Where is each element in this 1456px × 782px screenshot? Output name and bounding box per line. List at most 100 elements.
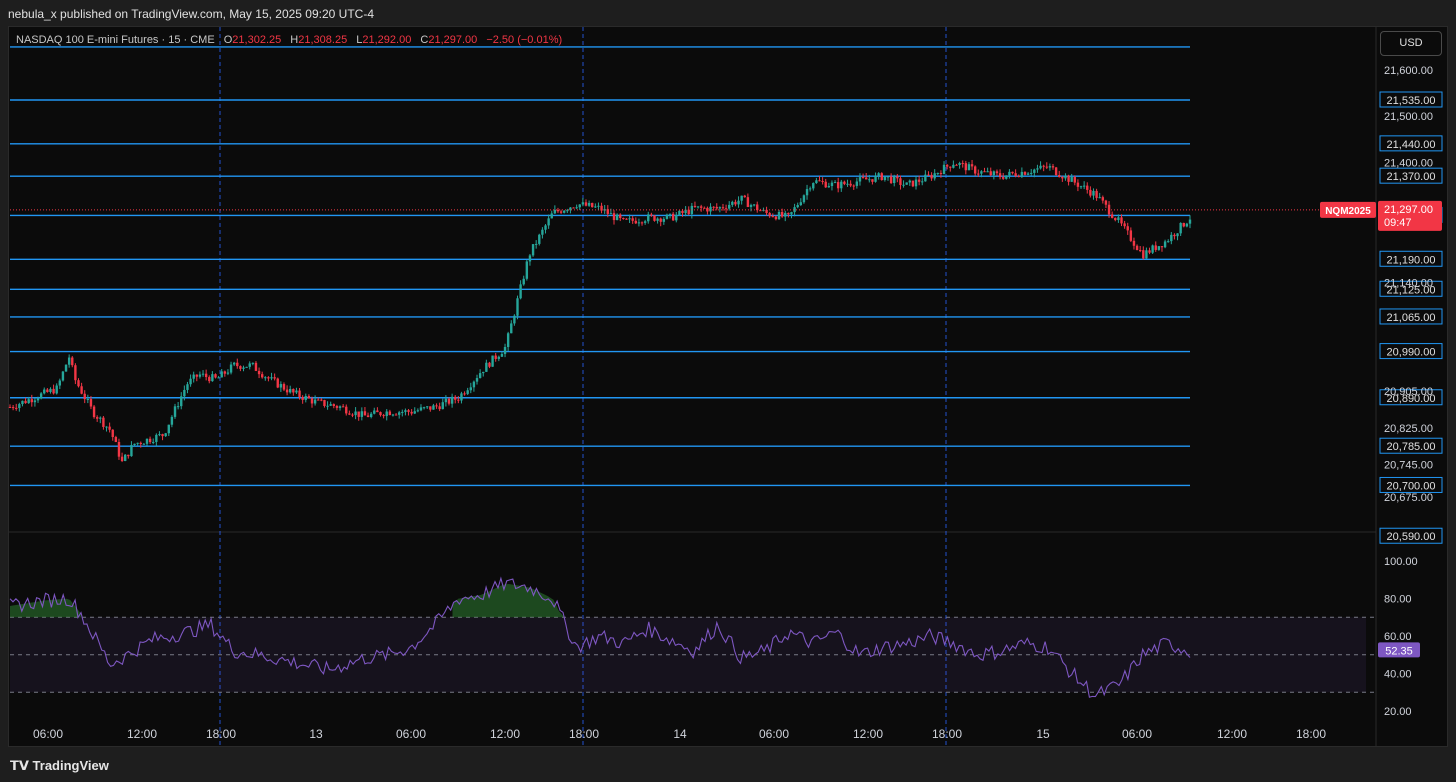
candle-body — [799, 202, 803, 206]
candle-body — [830, 182, 834, 187]
legend-high-key: H — [290, 34, 299, 46]
candle-body — [457, 399, 460, 401]
candle-body — [173, 406, 177, 417]
candle-body — [665, 214, 669, 219]
candle-body — [239, 366, 242, 369]
candle-body — [488, 362, 491, 367]
candle-body — [846, 183, 849, 185]
candle-body — [643, 221, 647, 223]
candle-body — [1132, 240, 1136, 246]
candle-body — [388, 411, 392, 416]
candle-body — [67, 357, 71, 365]
candle-body — [1086, 185, 1089, 190]
candle-body — [335, 406, 339, 408]
candle-body — [749, 205, 753, 207]
chart-area[interactable] — [8, 26, 1448, 747]
candle-body — [681, 210, 684, 214]
candle-body — [964, 163, 968, 171]
candle-body — [155, 434, 158, 442]
price-tick: 20,905.00 — [1384, 386, 1433, 398]
candle-body — [703, 207, 706, 209]
legend-close-key: C — [420, 34, 429, 46]
candle-body — [902, 184, 905, 186]
candle-body — [858, 177, 862, 182]
candle-body — [983, 171, 986, 173]
candle-body — [1182, 222, 1185, 227]
time-tick: 06:00 — [33, 727, 63, 741]
time-tick: 18:00 — [206, 727, 236, 741]
time-tick: 06:00 — [396, 727, 426, 741]
candle-body — [360, 411, 364, 417]
candle-body — [1135, 245, 1139, 251]
time-tick: 06:00 — [1122, 727, 1152, 741]
candle-body — [404, 410, 407, 412]
candle-body — [1036, 168, 1039, 170]
candle-body — [251, 362, 255, 364]
candle-body — [313, 399, 317, 404]
level-label: 21,065.00 — [1387, 312, 1436, 324]
candle-body — [229, 364, 233, 373]
candle-body — [469, 387, 472, 391]
level-label: 20,990.00 — [1387, 347, 1436, 359]
candle-body — [936, 172, 940, 174]
candle-body — [933, 173, 936, 179]
tradingview-logo[interactable]: 𝗧𝗩 TradingView — [10, 758, 109, 774]
candle-body — [653, 215, 656, 221]
candle-body — [594, 206, 597, 208]
candle-body — [637, 222, 641, 224]
candle-body — [301, 396, 304, 400]
candle-body — [998, 173, 1002, 178]
candle-body — [1095, 190, 1098, 198]
candle-body — [320, 399, 323, 401]
candle-body — [108, 426, 111, 430]
time-tick: 15 — [1036, 727, 1050, 741]
level-label-box — [1379, 280, 1443, 297]
legend-symbol: NASDAQ 100 E-mini Futures · 15 · CME — [16, 34, 215, 46]
candle-body — [11, 407, 15, 409]
level-label: 21,125.00 — [1387, 284, 1436, 296]
candle-body — [8, 406, 12, 408]
candle-body — [980, 171, 983, 174]
legend-low-key: L — [356, 34, 363, 46]
candle-body — [516, 298, 519, 316]
candle-body — [647, 214, 650, 222]
candle-body — [930, 174, 933, 179]
rsi-value-box — [1378, 642, 1420, 658]
candle-body — [351, 414, 354, 416]
time-tick: 12:00 — [853, 727, 883, 741]
currency-button[interactable]: USD — [1380, 31, 1442, 56]
candle-body — [454, 396, 457, 400]
candle-body — [883, 176, 887, 181]
candle-body — [989, 171, 992, 176]
candle-body — [911, 180, 915, 187]
candle-body — [416, 410, 420, 412]
candle-body — [482, 371, 485, 374]
candle-body — [774, 216, 778, 220]
candle-body — [226, 372, 230, 374]
candle-body — [765, 209, 768, 214]
candle-body — [114, 437, 118, 442]
candle-body — [254, 362, 258, 371]
candle-body — [394, 414, 398, 416]
countdown-value: 09:47 — [1384, 217, 1412, 229]
candle-body — [317, 399, 320, 401]
candle-body — [868, 179, 871, 181]
candle-body — [1023, 171, 1027, 175]
price-tick: 20,675.00 — [1384, 492, 1433, 504]
candle-body — [27, 399, 30, 404]
candle-body — [310, 398, 314, 404]
candle-body — [497, 356, 501, 359]
candle-body — [1048, 166, 1052, 168]
candle-body — [1030, 172, 1033, 174]
candle-body — [827, 186, 831, 188]
candle-body — [852, 185, 855, 187]
candle-body — [715, 206, 718, 209]
candle-body — [752, 204, 756, 206]
candle-body — [71, 357, 74, 366]
candle-body — [1176, 233, 1179, 237]
candle-body — [743, 195, 746, 198]
candle-body — [562, 210, 566, 213]
candle-body — [812, 183, 815, 189]
candle-body — [161, 434, 164, 437]
